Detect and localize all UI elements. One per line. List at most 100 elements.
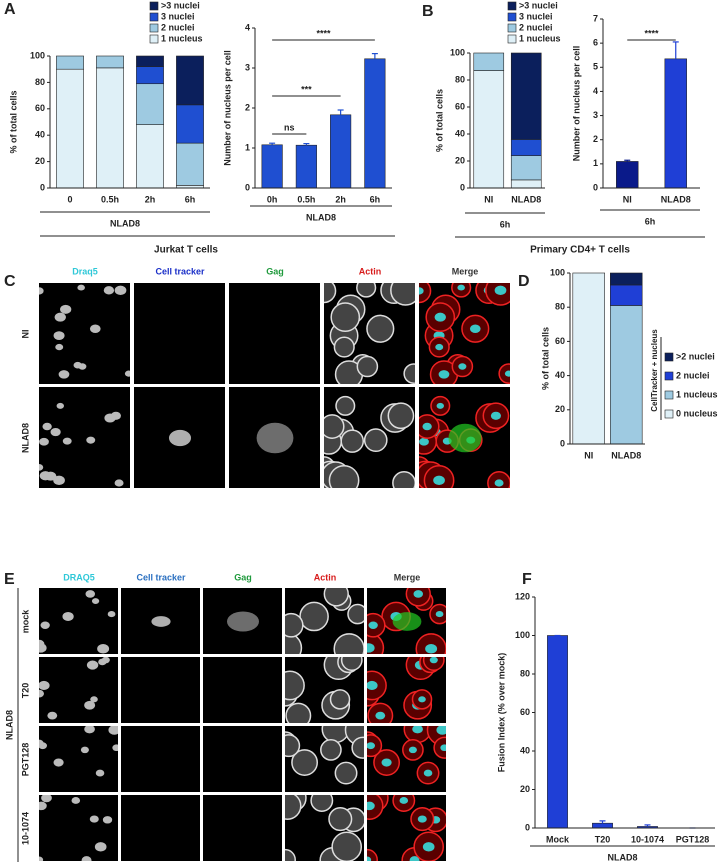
micrograph-bg <box>39 795 118 861</box>
micrograph <box>367 657 446 723</box>
bar <box>330 114 352 189</box>
nucleus-merge <box>375 711 386 720</box>
bar-segment <box>136 83 164 125</box>
y-tick-label: 0 <box>525 822 530 832</box>
nucleus <box>53 758 64 767</box>
x-tick-label: 0 <box>67 194 72 204</box>
bar <box>364 58 386 189</box>
y-tick-label: 0 <box>460 182 465 192</box>
micrograph <box>39 726 118 792</box>
bar-segment <box>56 55 84 70</box>
nucleus <box>53 475 65 486</box>
micrograph <box>285 795 364 861</box>
error-bar <box>269 142 276 145</box>
y-tick-label: 100 <box>30 50 45 60</box>
error-bar <box>599 820 606 824</box>
y-tick-label: 6 <box>593 38 598 48</box>
y-tick-label: 4 <box>245 22 250 32</box>
nucleus <box>39 287 44 295</box>
legend-label: 1 nucleus <box>676 389 718 399</box>
legend-label: 2 nuclei <box>676 370 710 380</box>
row-label: 10-1074 <box>20 812 30 845</box>
nucleus <box>62 437 72 445</box>
micrograph <box>285 726 364 792</box>
cell-actin <box>329 689 351 710</box>
error-bar <box>644 824 651 827</box>
bar-segment <box>176 55 204 106</box>
micrograph-bg <box>203 657 282 723</box>
nucleus <box>89 324 101 334</box>
micrograph-bg <box>39 387 130 488</box>
channel-label: Gag <box>234 572 252 582</box>
nucleus <box>101 657 110 664</box>
bar-segment <box>136 55 164 67</box>
nucleus-merge <box>434 312 446 322</box>
nucleus-merge <box>367 801 375 811</box>
y-tick-label: 0 <box>560 438 565 448</box>
nucleus-merge <box>412 726 423 734</box>
nucleus-merge <box>367 856 372 861</box>
legend-swatch <box>664 352 674 362</box>
cell-actin <box>363 428 388 453</box>
micrograph <box>134 283 225 384</box>
legend-swatch <box>507 1 517 11</box>
bar-segment <box>572 272 605 445</box>
panel-label: C <box>4 273 16 290</box>
nucleus <box>56 402 64 409</box>
y-tick-label: 40 <box>555 370 565 380</box>
x-tick-label: 0.5h <box>101 194 119 204</box>
micrograph <box>39 588 118 654</box>
panel-label: D <box>518 273 530 290</box>
y-tick-label: 4 <box>593 86 598 96</box>
gag-signal <box>227 611 259 632</box>
micrograph <box>39 387 130 488</box>
bar-segment <box>610 272 643 286</box>
x-tick-label: Mock <box>546 834 570 844</box>
nucleus-merge <box>367 643 375 653</box>
cell-actin <box>328 807 353 832</box>
nucleus <box>124 370 130 377</box>
y-tick-label: 60 <box>35 103 45 113</box>
legend-swatch <box>149 1 159 11</box>
micrograph <box>39 795 118 861</box>
channel-label: Cell tracker <box>136 572 186 582</box>
bar <box>592 822 613 829</box>
micrograph <box>121 588 200 654</box>
nucleus <box>53 331 65 341</box>
y-tick-label: 7 <box>593 13 598 23</box>
cell-actin <box>403 363 415 384</box>
y-tick-label: 60 <box>455 101 465 111</box>
channel-label: Draq5 <box>72 266 98 276</box>
channel-label: Actin <box>359 266 382 276</box>
bar-segment <box>96 67 124 189</box>
nucleus <box>39 463 44 471</box>
micrograph <box>324 283 415 384</box>
nucleus-merge <box>457 284 465 291</box>
nucleus <box>81 856 92 861</box>
x-tick-label: PGT128 <box>676 834 710 844</box>
gag-merge <box>448 423 482 453</box>
bar-segment <box>473 70 505 189</box>
cell-merge <box>498 363 510 384</box>
micrograph <box>121 795 200 861</box>
nucleus-merge <box>436 726 446 735</box>
significance-label: **** <box>644 28 659 38</box>
y-tick-label: 0 <box>593 182 598 192</box>
nucleus-merge <box>425 644 438 654</box>
cell-actin <box>333 336 355 358</box>
x-tick-label: NI <box>584 450 593 460</box>
channel-label: Actin <box>314 572 337 582</box>
nucleus <box>84 726 95 734</box>
micrograph <box>367 588 446 654</box>
cell-actin <box>328 464 360 488</box>
cell-actin <box>291 749 319 776</box>
nucleus <box>95 769 105 777</box>
micrograph <box>285 588 364 654</box>
cell-actin <box>335 395 356 416</box>
y-tick-label: 80 <box>35 77 45 87</box>
nucleus <box>90 696 98 703</box>
nucleus-merge <box>438 370 450 379</box>
nucleus <box>86 436 96 444</box>
nucleus <box>114 285 127 296</box>
nucleus-merge <box>419 437 429 446</box>
